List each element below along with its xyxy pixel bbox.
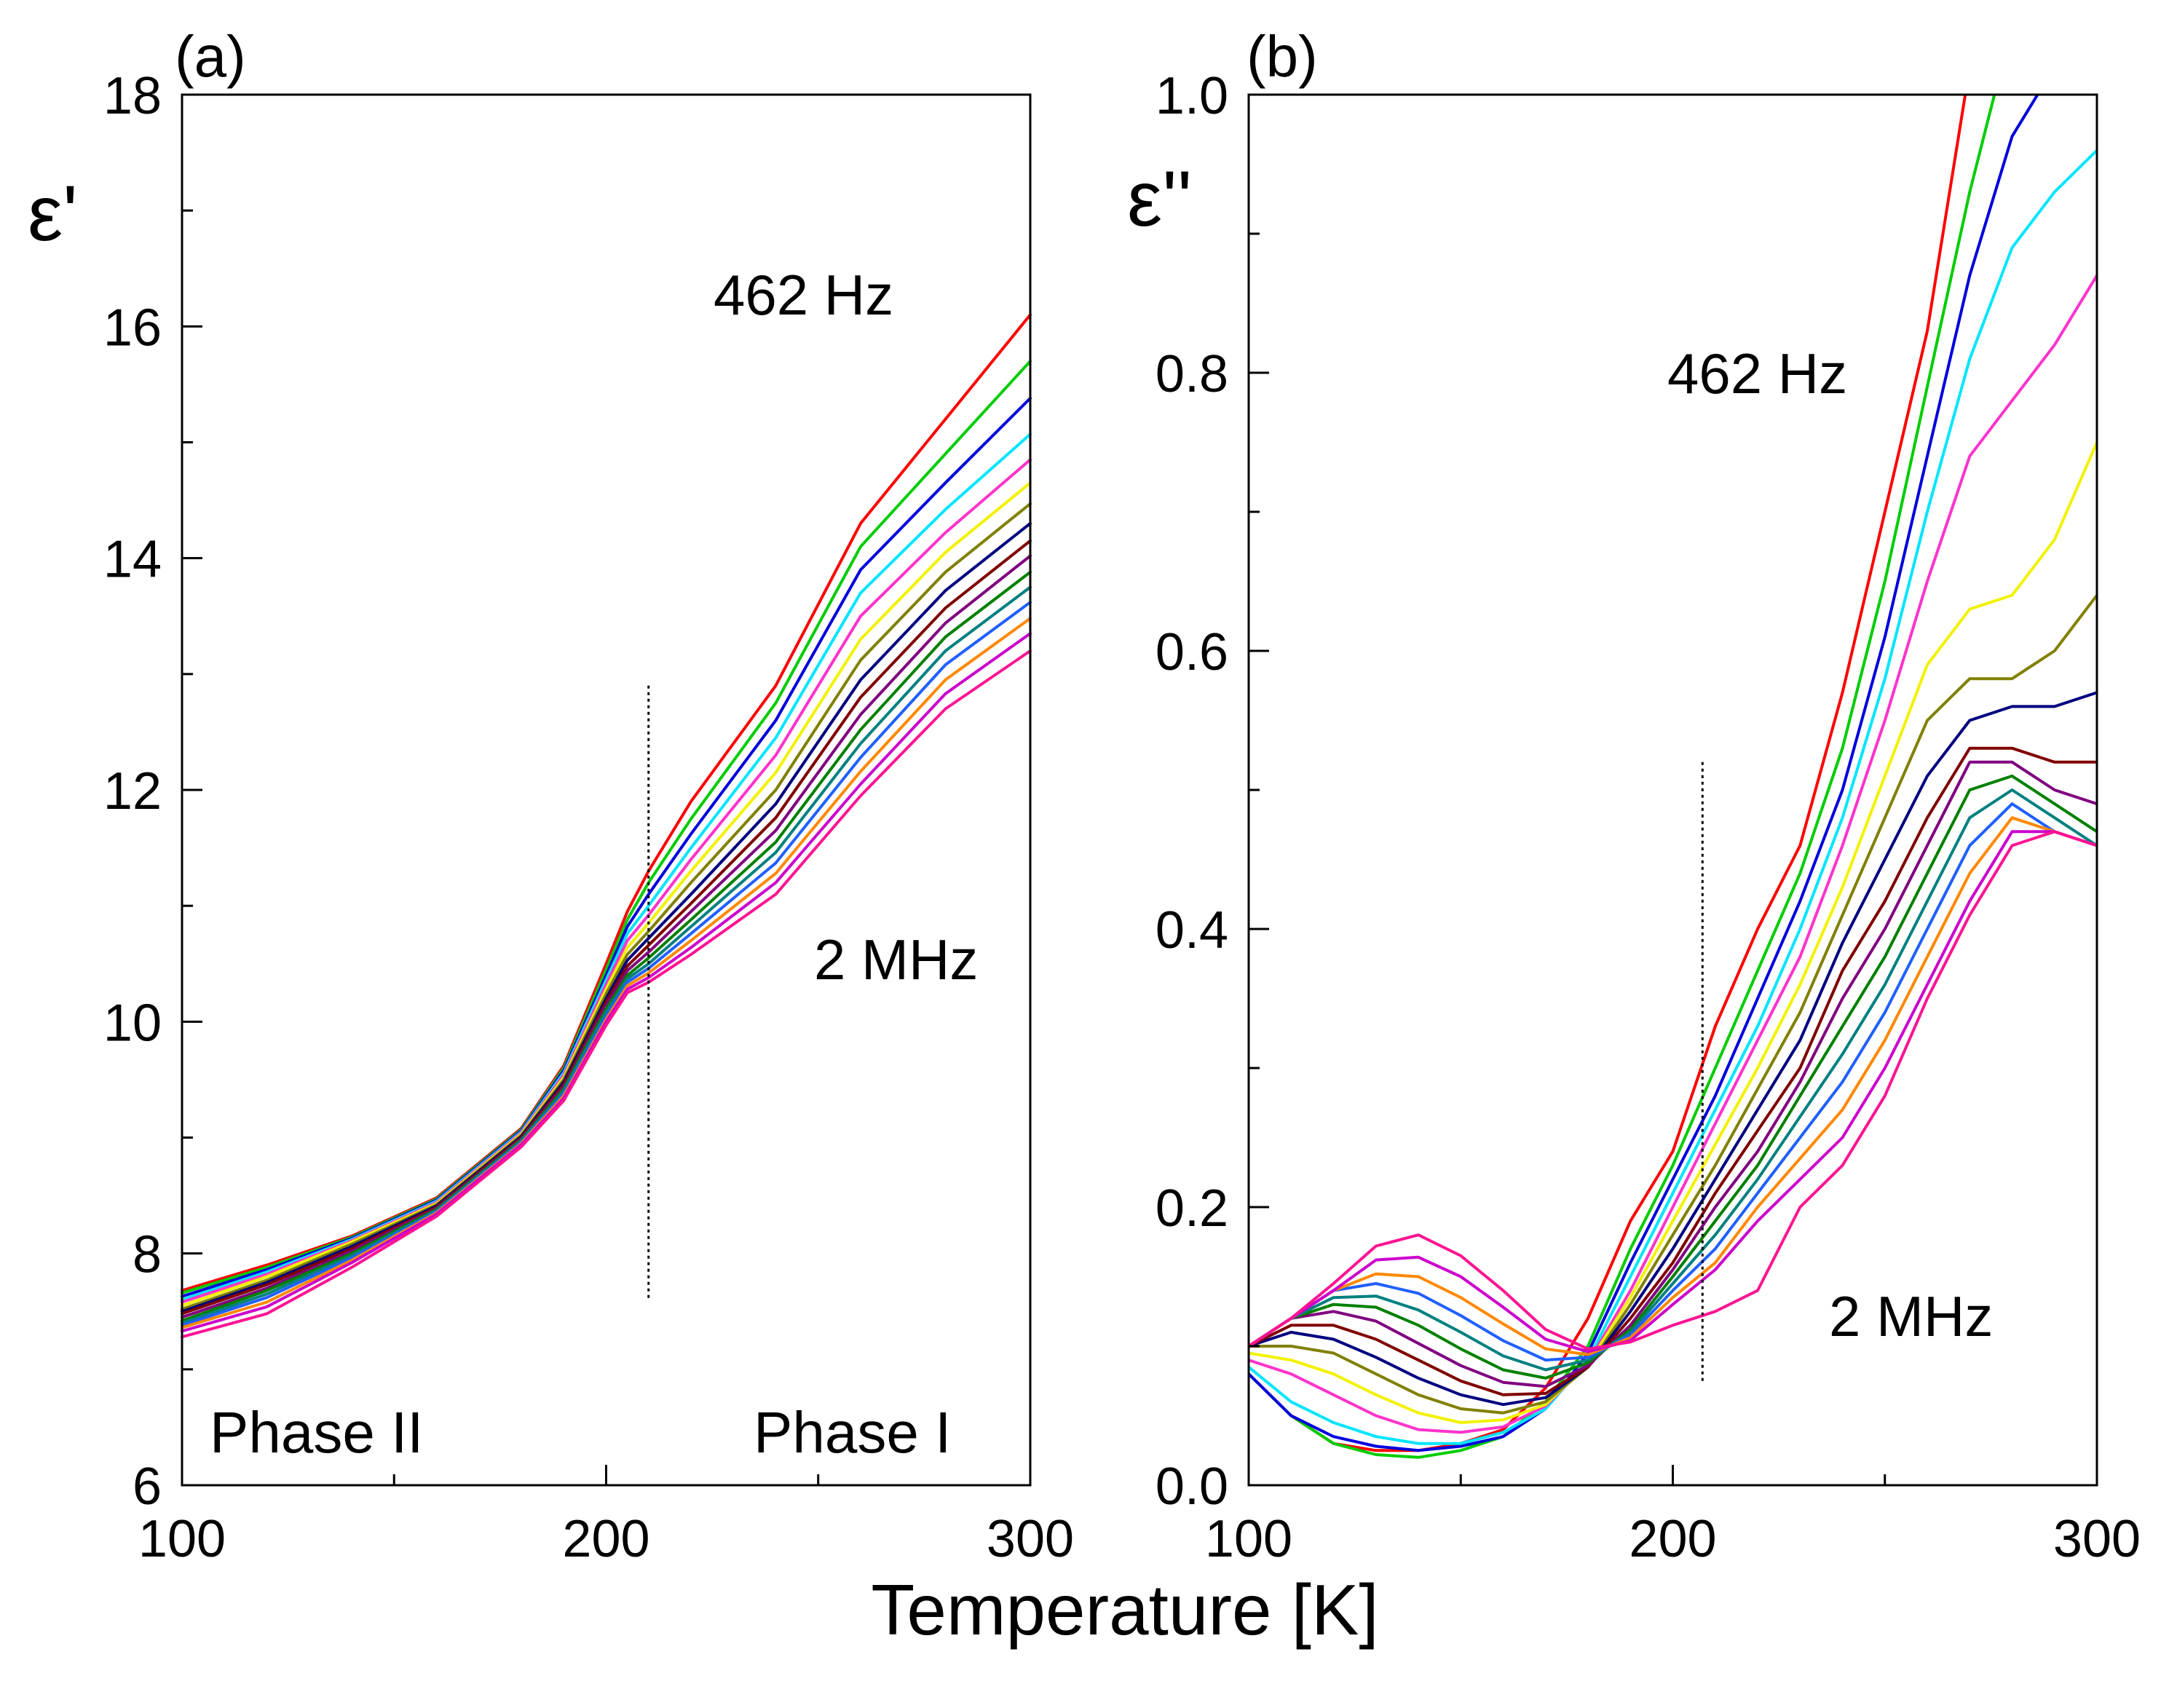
panel-a-series-15	[181, 632, 1032, 1333]
panel-a-top-freq-label: 462 Hz	[714, 263, 893, 327]
panel-b-series-16	[1249, 830, 2097, 1351]
panel-a-y-tick-label: 6	[133, 1458, 162, 1516]
panel-a-series-13	[181, 601, 1032, 1327]
panel-a-series-16	[181, 649, 1032, 1339]
panel-b-series-15	[1249, 830, 2097, 1353]
panel-b-y-tick-label: 0.4	[1155, 901, 1228, 960]
panel-b-series-7	[1249, 593, 2097, 1415]
panel-a-series-1	[181, 313, 1032, 1292]
panel-a-series-3	[181, 397, 1032, 1298]
panel-b-series-10	[1249, 760, 2097, 1388]
phase-ii-label: Phase II	[210, 1400, 424, 1465]
panel-b-y-tick-label: 0.8	[1155, 345, 1228, 403]
panel-b-label: (b)	[1247, 24, 1318, 89]
panel-a: (a) ε' 6 8 10 12 14 16 18 100 200 300 462 Hz 2 M…	[28, 24, 1074, 1568]
panel-a-series-4	[181, 432, 1032, 1302]
panel-a-series-9	[181, 539, 1032, 1316]
panel-a-series	[181, 313, 1032, 1339]
panel-b-top-freq-label: 462 Hz	[1667, 341, 1847, 406]
panel-a-series-8	[181, 521, 1032, 1313]
panel-a-x-tick-label: 300	[987, 1510, 1074, 1568]
panel-a-y-tick-label: 8	[133, 1226, 162, 1284]
panel-a-series-14	[181, 617, 1032, 1329]
panel-b-series-4	[1249, 149, 2097, 1445]
panel-b-series-6	[1249, 440, 2097, 1424]
panel-a-series-12	[181, 585, 1032, 1325]
panel-a-y-tick-label: 10	[103, 994, 162, 1052]
panel-b-series-14	[1249, 816, 2097, 1356]
panel-a-series-7	[181, 502, 1032, 1311]
panel-b-series-12	[1249, 788, 2097, 1372]
panel-a-label: (a)	[175, 24, 246, 89]
panel-b-series-2	[1249, 95, 1996, 1459]
panel-a-series-5	[181, 458, 1032, 1304]
panel-a-y-tick-label: 12	[103, 762, 162, 821]
panel-a-bottom-freq-label: 2 MHz	[814, 928, 978, 992]
panel-a-y-tick-label: 16	[103, 298, 162, 357]
panel-a-y-ticks: 6 8 10 12 14 16 18	[103, 67, 202, 1516]
panel-b-series-3	[1249, 95, 2039, 1452]
panel-b-y-tick-label: 0.6	[1155, 623, 1228, 681]
panel-a-y-tick-label: 14	[103, 531, 162, 589]
panel-b-series-1	[1249, 95, 1967, 1452]
panel-b-y-tick-label: 1.0	[1155, 67, 1228, 125]
panel-b-x-tick-label: 300	[2053, 1510, 2141, 1568]
panel-b-x-tick-label: 200	[1629, 1510, 1716, 1568]
panel-b-bottom-freq-label: 2 MHz	[1829, 1284, 1993, 1348]
x-axis-label: Temperature [K]	[871, 1570, 1378, 1650]
panel-a-x-tick-label: 200	[562, 1510, 649, 1568]
panel-b-series-8	[1249, 691, 2097, 1407]
panel-b-y-tick-label: 0.0	[1155, 1458, 1228, 1516]
panel-a-series-6	[181, 481, 1032, 1308]
phase-i-label: Phase I	[754, 1400, 951, 1465]
panel-b-ylabel: ε''	[1127, 154, 1192, 242]
panel-a-series-11	[181, 570, 1032, 1322]
panel-a-x-tick-label: 100	[138, 1510, 226, 1568]
panel-b-y-ticks: 0.0 0.2 0.4 0.6 0.8 1.0	[1155, 67, 1269, 1516]
panel-b: (b) ε'' 0.0 0.2 0.4 0.6 0.8 1.0 100 200 300 462…	[1127, 24, 2141, 1568]
panel-a-series-2	[181, 360, 1032, 1294]
panel-a-series-10	[181, 554, 1032, 1319]
panel-a-x-ticks: 100 200 300	[138, 1465, 1074, 1568]
panel-b-x-ticks: 100 200 300	[1205, 1465, 2141, 1568]
panel-b-series-5	[1249, 274, 2097, 1434]
panel-b-series-9	[1249, 746, 2097, 1396]
panel-b-series-13	[1249, 802, 2097, 1362]
panel-a-y-tick-label: 18	[103, 67, 162, 125]
panel-b-series	[1249, 95, 2097, 1459]
panel-b-series-11	[1249, 774, 2097, 1380]
panel-b-x-tick-label: 100	[1205, 1510, 1292, 1568]
panel-b-y-tick-label: 0.2	[1155, 1179, 1228, 1238]
panel-a-ylabel: ε'	[28, 169, 78, 257]
